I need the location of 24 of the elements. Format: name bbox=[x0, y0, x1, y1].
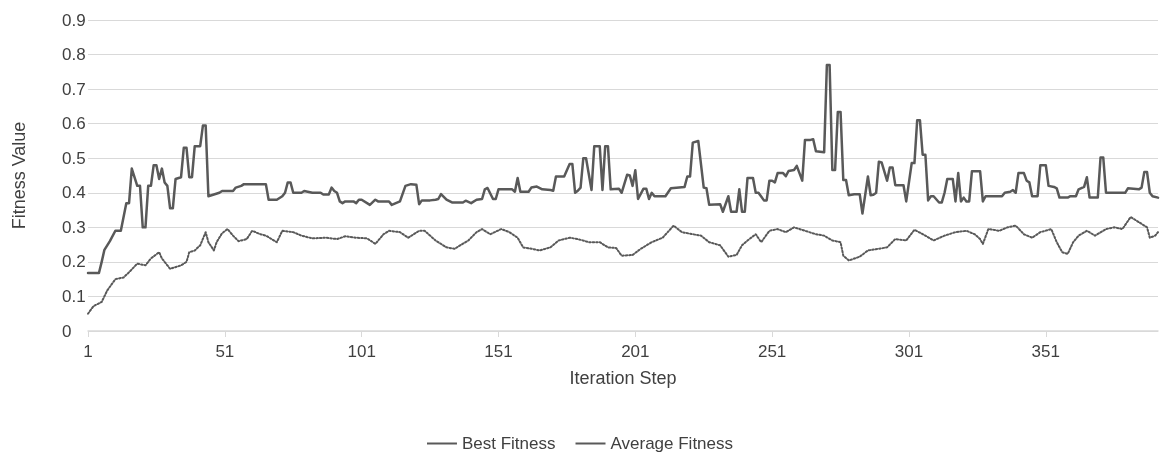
x-tick-label: 201 bbox=[621, 342, 650, 361]
y-tick-label: 0.2 bbox=[62, 252, 86, 272]
y-tick-label: 0.3 bbox=[62, 217, 86, 237]
x-tick-label: 301 bbox=[894, 342, 924, 361]
y-tick-label: 0.1 bbox=[62, 286, 86, 306]
y-tick-label: 0 bbox=[62, 321, 72, 341]
line-series bbox=[87, 215, 1159, 315]
x-tick-label: 251 bbox=[757, 342, 787, 361]
y-tick-label: 0.8 bbox=[62, 45, 86, 65]
x-tick-label: 351 bbox=[1031, 342, 1060, 361]
y-tick-label: 0.5 bbox=[62, 148, 86, 168]
y-tick-label: 0.6 bbox=[62, 114, 86, 134]
legend-label: Average Fitness bbox=[610, 434, 734, 453]
line-series bbox=[86, 63, 1160, 275]
y-tick-label: 0.7 bbox=[62, 79, 86, 99]
x-axis-title: Iteration Step bbox=[569, 368, 677, 388]
x-tick-label: 1 bbox=[83, 342, 93, 361]
legend-label: Best Fitness bbox=[461, 434, 556, 453]
x-tick-label: 151 bbox=[484, 342, 513, 361]
y-tick-label: 0.4 bbox=[62, 183, 86, 203]
x-tick-label: 51 bbox=[215, 342, 235, 361]
y-axis-title: Fitness Value bbox=[9, 121, 29, 230]
y-tick-label: 0.9 bbox=[62, 10, 86, 30]
x-tick-label: 101 bbox=[347, 342, 376, 361]
